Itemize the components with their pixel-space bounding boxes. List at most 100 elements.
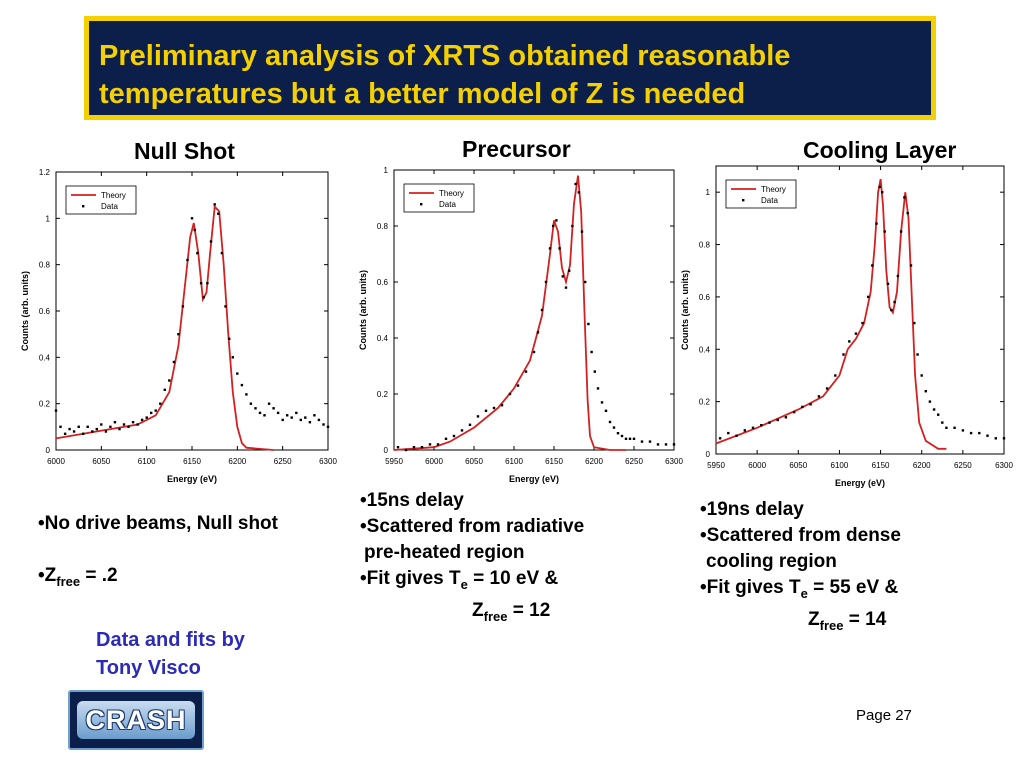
y-tick-label: 1 xyxy=(384,166,389,175)
crash-logo-text: CRASH xyxy=(85,705,187,735)
plot-frame xyxy=(393,169,675,451)
data-point xyxy=(202,295,205,299)
data-point xyxy=(969,431,973,435)
data-point xyxy=(924,390,927,393)
data-point xyxy=(867,295,870,299)
data-point xyxy=(77,425,80,428)
data-point xyxy=(254,407,257,410)
x-tick-label: 6000 xyxy=(47,457,65,466)
y-tick-label: 0.6 xyxy=(699,293,711,302)
data-point xyxy=(91,430,94,433)
x-tick-label: 6050 xyxy=(789,461,807,470)
data-point xyxy=(596,387,600,390)
legend-label-theory: Theory xyxy=(439,189,464,198)
data-point xyxy=(834,374,837,377)
data-point xyxy=(63,432,67,435)
data-point xyxy=(54,409,58,412)
data-point xyxy=(127,425,130,428)
x-tick-label: 6250 xyxy=(274,457,292,466)
theory-curve xyxy=(715,178,947,450)
x-tick-label: 6000 xyxy=(425,457,443,466)
data-point xyxy=(648,440,652,443)
x-tick-label: 6000 xyxy=(748,461,766,470)
x-tick-label: 6100 xyxy=(505,457,523,466)
data-point xyxy=(571,224,574,228)
data-point xyxy=(986,434,989,437)
data-point xyxy=(552,224,555,228)
data-point xyxy=(558,247,561,250)
data-point xyxy=(768,421,771,424)
crash-logo-badge: CRASH xyxy=(77,701,195,739)
data-point xyxy=(953,426,956,429)
x-tick-label: 6300 xyxy=(665,457,683,466)
data-point xyxy=(893,300,896,304)
data-point xyxy=(104,430,108,433)
data-point xyxy=(903,196,906,199)
data-point xyxy=(776,418,779,422)
data-point xyxy=(580,230,584,233)
data-point xyxy=(540,308,544,312)
data-point xyxy=(672,443,676,446)
data-point xyxy=(209,240,213,243)
data-point xyxy=(258,411,262,415)
chart-precursor: 5950 6000 6050 6100 6150 6200 6250 6300 0 0.2 0.4 0… xyxy=(358,166,683,484)
data-point xyxy=(113,421,117,424)
data-point xyxy=(632,437,636,440)
data-point xyxy=(224,305,227,308)
data-point xyxy=(272,407,275,410)
data-point xyxy=(875,222,878,225)
slide-title-line-1: Preliminary analysis of XRTS obtained re… xyxy=(99,40,791,72)
y-tick-label: 0.6 xyxy=(39,307,51,316)
data-point xyxy=(100,423,103,426)
cooling-notes: •19ns delay •Scattered from dense coolin… xyxy=(700,497,901,639)
legend-label-theory: Theory xyxy=(101,191,126,200)
data-point xyxy=(861,321,864,325)
data-point xyxy=(444,437,448,440)
legend-label-data: Data xyxy=(101,202,118,211)
legend-data-swatch xyxy=(742,199,745,202)
data-point xyxy=(436,443,440,446)
note-bullet: •No drive beams, Null shot xyxy=(38,513,278,534)
data-point xyxy=(245,393,248,396)
note-bullet: •Fit gives Te = 10 eV & xyxy=(360,568,559,592)
panel-heading-cooling-layer: Cooling Layer xyxy=(803,137,957,163)
y-tick-label: 0.8 xyxy=(39,261,51,270)
data-point xyxy=(871,264,874,267)
data-point xyxy=(825,387,829,390)
data-point xyxy=(322,423,325,426)
data-point xyxy=(899,230,903,233)
data-point xyxy=(994,437,997,440)
legend-label-theory: Theory xyxy=(761,185,786,194)
data-point xyxy=(590,350,593,354)
y-tick-label: 0.4 xyxy=(377,334,389,343)
data-point xyxy=(516,384,520,387)
data-point xyxy=(664,443,668,446)
data-point xyxy=(909,264,913,267)
data-point xyxy=(937,413,940,416)
data-point xyxy=(217,212,220,215)
legend-data-swatch xyxy=(82,205,85,208)
theory-curve xyxy=(55,204,274,451)
theory-curve xyxy=(393,175,626,451)
note-bullet: •Scattered from dense xyxy=(700,525,901,546)
x-tick-label: 6050 xyxy=(465,457,483,466)
x-tick-label: 6200 xyxy=(228,457,246,466)
y-tick-label: 0.8 xyxy=(699,241,711,250)
data-point xyxy=(68,427,71,431)
y-axis-label: Counts (arb. units) xyxy=(358,270,368,350)
data-point xyxy=(842,353,845,356)
x-tick-label: 6200 xyxy=(913,461,931,470)
y-tick-label: 0.2 xyxy=(699,398,711,407)
data-point xyxy=(604,409,608,412)
chart-null-shot: 6000 6050 6100 6150 6200 6250 6300 0 0.2 0.4 0.6 0.… xyxy=(20,168,337,484)
data-point xyxy=(159,402,162,405)
data-point xyxy=(281,418,284,422)
x-tick-label: 6250 xyxy=(625,457,643,466)
data-point xyxy=(95,427,98,431)
data-point xyxy=(568,269,571,272)
y-tick-label: 0.4 xyxy=(39,353,51,362)
data-point xyxy=(276,411,280,415)
data-point xyxy=(163,388,166,391)
x-tick-label: 5950 xyxy=(707,461,725,470)
data-point xyxy=(878,185,881,189)
